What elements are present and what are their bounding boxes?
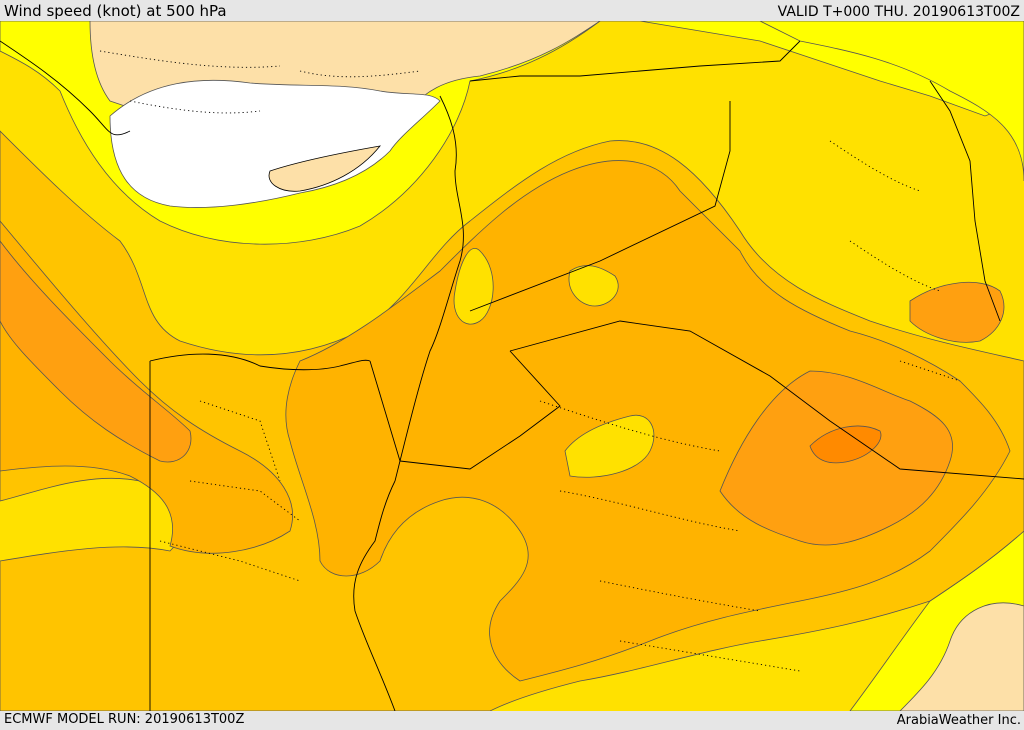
wind-speed-map[interactable] <box>0 21 1024 711</box>
bright-yellow-zone-east <box>759 21 1024 182</box>
footer-bar: ECMWF MODEL RUN: 20190613T00Z ArabiaWeat… <box>0 711 1024 729</box>
model-run: ECMWF MODEL RUN: 20190613T00Z <box>4 712 245 727</box>
valid-time: VALID T+000 THU. 20190613T00Z <box>777 4 1020 20</box>
yellow-pocket-2 <box>453 248 494 325</box>
header-bar: Wind speed (knot) at 500 hPa VALID T+000… <box>0 0 1024 21</box>
map-title: Wind speed (knot) at 500 hPa <box>4 2 227 20</box>
orange-max-zone <box>809 425 882 464</box>
amber-zone <box>0 160 1011 682</box>
calm-zone <box>109 79 441 208</box>
border-syria-iraq <box>469 101 731 312</box>
border-jordan-saudi <box>399 350 561 470</box>
tan-zone-southeast <box>899 602 1024 711</box>
admin-lines-iran <box>829 140 961 382</box>
border-turkey-syria <box>469 40 801 82</box>
coastline <box>0 40 464 711</box>
admin-lines-turkey <box>99 50 421 114</box>
border-iraq-iran <box>929 80 1001 322</box>
border-iraq-saudi <box>509 320 1024 480</box>
admin-lines-egypt <box>159 400 301 582</box>
yellow-pocket-3 <box>568 265 619 307</box>
orange-light-zone <box>0 240 1005 546</box>
cyprus-island <box>268 145 381 192</box>
credit: ArabiaWeather Inc. <box>896 713 1021 728</box>
yellow-pocket-1 <box>564 414 655 478</box>
